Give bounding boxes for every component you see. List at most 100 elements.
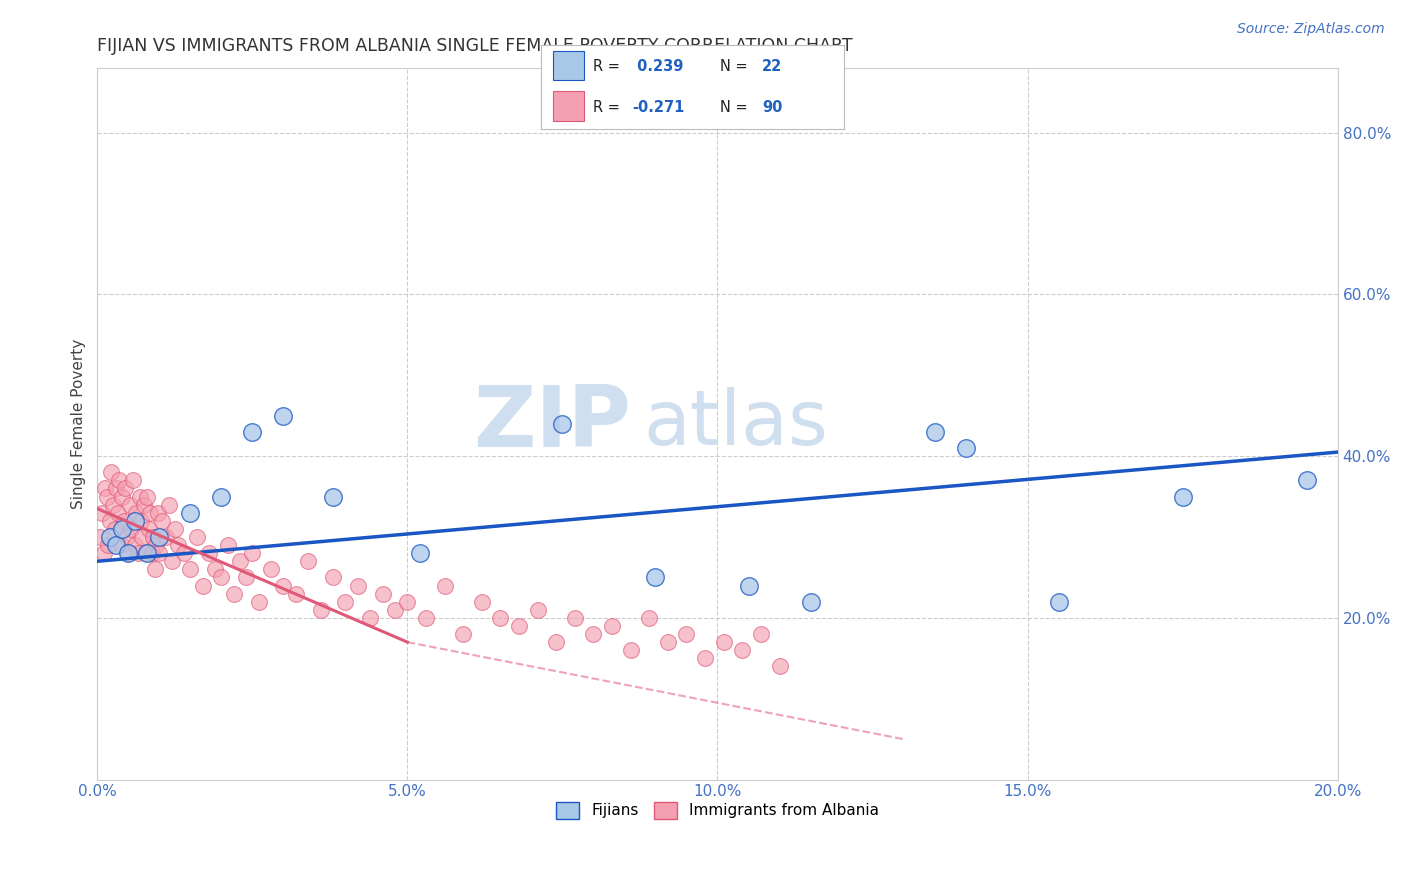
- Point: [111, 490, 134, 504]
- Point: [731, 643, 754, 657]
- Point: [152, 514, 174, 528]
- Point: [955, 441, 977, 455]
- Point: [620, 643, 643, 657]
- Point: [346, 578, 368, 592]
- Point: [359, 611, 381, 625]
- Point: [799, 595, 821, 609]
- Point: [122, 474, 145, 488]
- Point: [508, 619, 530, 633]
- Point: [179, 562, 201, 576]
- Point: [693, 651, 716, 665]
- Point: [117, 546, 139, 560]
- Point: [1295, 474, 1317, 488]
- Point: [322, 490, 344, 504]
- Text: N =: N =: [720, 100, 752, 115]
- Point: [118, 498, 141, 512]
- Point: [191, 578, 214, 592]
- Point: [179, 506, 201, 520]
- Point: [131, 530, 153, 544]
- Point: [98, 530, 121, 544]
- Point: [155, 530, 177, 544]
- Point: [101, 498, 124, 512]
- Point: [89, 530, 111, 544]
- Text: N =: N =: [720, 59, 752, 74]
- Point: [1047, 595, 1070, 609]
- Point: [148, 530, 170, 544]
- Point: [273, 578, 295, 592]
- Point: [749, 627, 772, 641]
- Point: [139, 506, 162, 520]
- Point: [128, 490, 150, 504]
- Point: [209, 490, 232, 504]
- Text: FIJIAN VS IMMIGRANTS FROM ALBANIA SINGLE FEMALE POVERTY CORRELATION CHART: FIJIAN VS IMMIGRANTS FROM ALBANIA SINGLE…: [97, 37, 853, 55]
- Point: [471, 595, 494, 609]
- Point: [644, 570, 666, 584]
- Point: [284, 586, 307, 600]
- Text: 22: 22: [762, 59, 782, 74]
- Point: [125, 506, 148, 520]
- Point: [222, 586, 245, 600]
- Point: [163, 522, 186, 536]
- Point: [173, 546, 195, 560]
- Point: [146, 506, 169, 520]
- Point: [100, 465, 122, 479]
- Point: [108, 474, 131, 488]
- Point: [136, 546, 159, 560]
- Point: [371, 586, 394, 600]
- Bar: [554, 51, 583, 80]
- Point: [235, 570, 257, 584]
- Point: [322, 570, 344, 584]
- Text: ZIP: ZIP: [472, 383, 631, 466]
- Point: [638, 611, 661, 625]
- Point: [115, 530, 138, 544]
- Point: [551, 417, 574, 431]
- Point: [160, 554, 183, 568]
- Point: [141, 546, 163, 560]
- Legend: Fijians, Immigrants from Albania: Fijians, Immigrants from Albania: [550, 796, 884, 825]
- Point: [198, 546, 221, 560]
- Point: [433, 578, 456, 592]
- Text: R =: R =: [593, 100, 624, 115]
- Point: [143, 562, 166, 576]
- Point: [273, 409, 295, 423]
- Point: [242, 425, 264, 439]
- Point: [94, 482, 117, 496]
- Point: [415, 611, 437, 625]
- Point: [396, 595, 419, 609]
- Point: [114, 482, 136, 496]
- Point: [91, 506, 114, 520]
- Text: 0.239: 0.239: [633, 59, 683, 74]
- Text: Source: ZipAtlas.com: Source: ZipAtlas.com: [1237, 22, 1385, 37]
- Point: [127, 546, 149, 560]
- Point: [93, 546, 115, 560]
- Point: [96, 490, 118, 504]
- Bar: [554, 91, 583, 120]
- Point: [1171, 490, 1194, 504]
- Point: [768, 659, 790, 673]
- Point: [675, 627, 697, 641]
- Point: [112, 514, 135, 528]
- Point: [526, 603, 548, 617]
- Point: [564, 611, 586, 625]
- Point: [600, 619, 623, 633]
- Point: [297, 554, 319, 568]
- Point: [97, 538, 120, 552]
- Point: [582, 627, 605, 641]
- Point: [98, 514, 121, 528]
- Point: [136, 490, 159, 504]
- Point: [124, 538, 146, 552]
- Point: [129, 514, 152, 528]
- Point: [489, 611, 512, 625]
- Point: [260, 562, 283, 576]
- Point: [107, 506, 129, 520]
- Text: 90: 90: [762, 100, 782, 115]
- Point: [104, 522, 127, 536]
- Point: [546, 635, 568, 649]
- Point: [242, 546, 264, 560]
- Text: atlas: atlas: [643, 387, 828, 461]
- Point: [124, 514, 146, 528]
- Point: [104, 482, 127, 496]
- Point: [167, 538, 190, 552]
- Point: [142, 530, 165, 544]
- Point: [111, 522, 134, 536]
